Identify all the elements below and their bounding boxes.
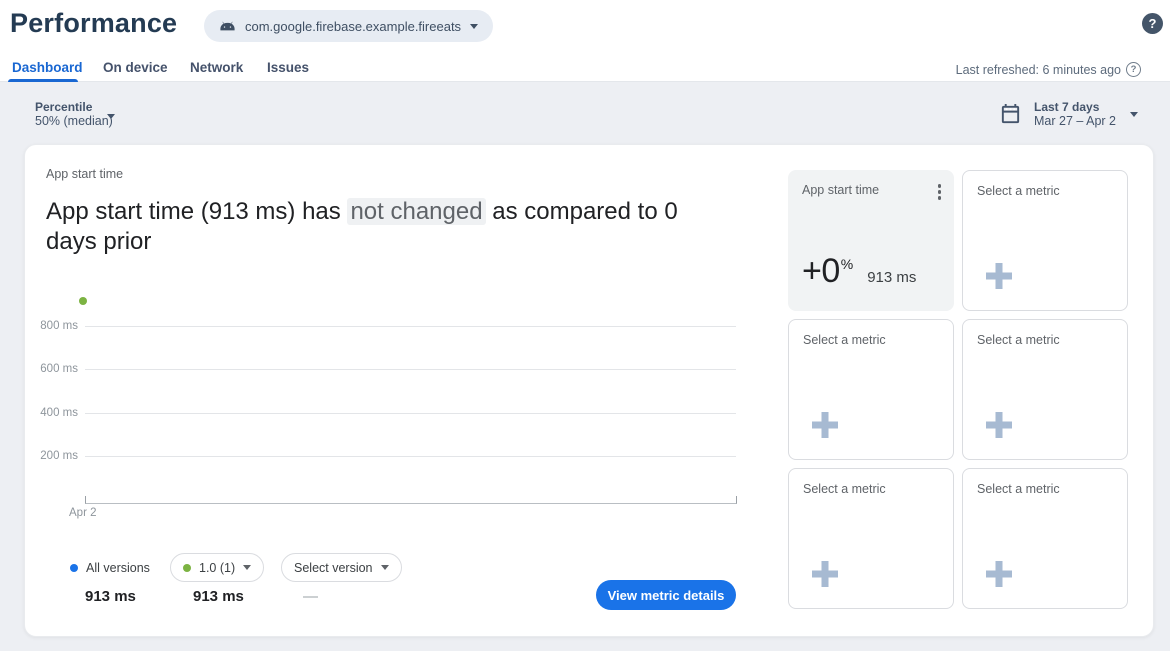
- percentile-label: Percentile: [35, 100, 93, 114]
- refresh-help-icon[interactable]: ?: [1126, 62, 1141, 77]
- select-metric-card[interactable]: Select a metric: [788, 468, 954, 609]
- select-metric-card[interactable]: Select a metric: [788, 319, 954, 460]
- select-metric-card[interactable]: Select a metric: [962, 170, 1128, 311]
- date-range-selector[interactable]: Last 7 days Mar 27 – Apr 2: [999, 100, 1138, 129]
- gridline-800ms: [85, 326, 736, 327]
- app-selector-value: com.google.firebase.example.fireeats: [245, 18, 462, 34]
- android-icon: [220, 21, 235, 30]
- select-version-value: —: [303, 588, 318, 605]
- data-point-913ms[interactable]: [79, 297, 87, 305]
- green-dot-icon: [183, 563, 191, 572]
- version-1-label: 1.0 (1): [199, 560, 236, 575]
- select-metric-label: Select a metric: [803, 333, 886, 347]
- all-versions-value: 913 ms: [85, 588, 136, 605]
- calendar-icon: [1001, 103, 1020, 124]
- metric-summary-headline: App start time (913 ms) has not changed …: [46, 197, 726, 257]
- legend-all-versions-label: All versions: [86, 561, 150, 575]
- metric-name-label: App start time: [46, 167, 124, 181]
- chevron-down-icon: [380, 565, 389, 570]
- select-metric-card[interactable]: Select a metric: [962, 319, 1128, 460]
- gridline-600ms: [85, 369, 736, 370]
- select-metric-label: Select a metric: [977, 184, 1060, 198]
- legend-all-versions: All versions: [70, 554, 150, 582]
- metric-current-value: 913 ms: [867, 269, 917, 286]
- metric-card-app-start-time[interactable]: App start time +0 % 913 ms: [788, 170, 954, 311]
- help-icon[interactable]: ?: [1142, 13, 1163, 34]
- tab-network[interactable]: Network: [190, 60, 244, 75]
- chevron-down-icon: [470, 23, 479, 29]
- select-metric-label: Select a metric: [977, 333, 1060, 347]
- view-metric-details-button[interactable]: View metric details: [596, 580, 736, 610]
- more-options-icon[interactable]: [935, 181, 945, 203]
- select-metric-label: Select a metric: [803, 482, 886, 496]
- metric-card-title: App start time: [802, 183, 880, 197]
- top-header-bar: Performance com.google.firebase.example.…: [0, 0, 1170, 82]
- chevron-down-icon: [1130, 112, 1138, 117]
- headline-highlight: not changed: [347, 198, 486, 225]
- chevron-down-icon: [107, 114, 115, 119]
- select-metric-label: Select a metric: [977, 482, 1060, 496]
- x-tick-label: Apr 2: [69, 507, 97, 519]
- plus-icon: [812, 561, 838, 587]
- x-axis-line: [85, 496, 737, 504]
- delta-value: +0: [802, 252, 840, 290]
- page-title: Performance: [10, 8, 178, 38]
- percentile-value: 50% (median): [35, 114, 113, 128]
- plus-icon: [986, 263, 1012, 289]
- plus-icon: [986, 412, 1012, 438]
- tab-on-device[interactable]: On device: [103, 60, 168, 75]
- chevron-down-icon: [243, 565, 252, 570]
- gridline-400ms: [85, 413, 736, 414]
- date-range-value: Mar 27 – Apr 2: [1034, 114, 1116, 128]
- headline-pre: App start time (913 ms) has: [46, 198, 348, 225]
- select-version-dropdown[interactable]: Select version: [281, 553, 402, 582]
- select-metric-card[interactable]: Select a metric: [962, 468, 1128, 609]
- last-refreshed-status: Last refreshed: 6 minutes ago ?: [956, 62, 1141, 77]
- active-tab-underline: [8, 79, 78, 82]
- y-tick-label: 600 ms: [40, 363, 78, 375]
- help-glyph: ?: [1130, 64, 1137, 75]
- version-1-value: 913 ms: [193, 588, 244, 605]
- blue-dot-icon: [70, 564, 78, 572]
- metric-delta-row: +0 % 913 ms: [802, 252, 916, 291]
- select-version-label: Select version: [294, 560, 373, 575]
- delta-unit: %: [840, 256, 854, 272]
- help-glyph: ?: [1148, 16, 1157, 31]
- tab-dashboard[interactable]: Dashboard: [12, 60, 83, 75]
- plus-icon: [986, 561, 1012, 587]
- headline-post: as compared to 0 days prior: [46, 198, 678, 255]
- version-1-dropdown[interactable]: 1.0 (1): [170, 553, 265, 582]
- percentile-selector[interactable]: Percentile 50% (median): [35, 100, 115, 129]
- plus-icon: [812, 412, 838, 438]
- y-tick-label: 400 ms: [40, 407, 78, 419]
- y-tick-label: 800 ms: [40, 320, 78, 332]
- last-refreshed-text: Last refreshed: 6 minutes ago: [955, 62, 1121, 77]
- tab-issues[interactable]: Issues: [267, 60, 310, 75]
- gridline-200ms: [85, 456, 736, 457]
- y-tick-label: 200 ms: [40, 450, 78, 462]
- app-selector-dropdown[interactable]: com.google.firebase.example.fireeats: [204, 10, 494, 42]
- date-range-label: Last 7 days: [1034, 100, 1100, 114]
